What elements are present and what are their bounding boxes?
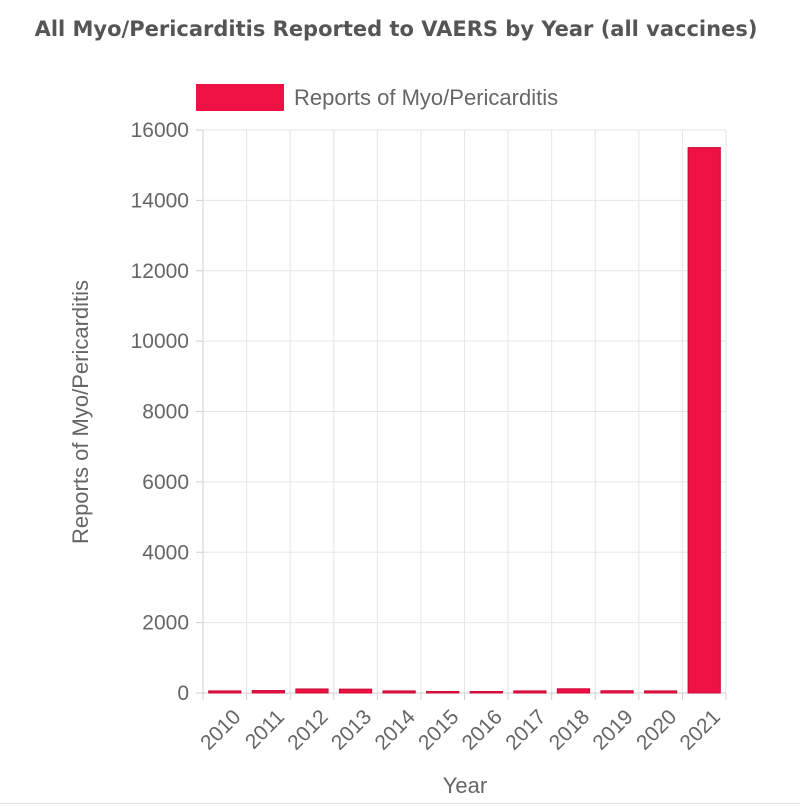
bar-2017[interactable] — [513, 690, 547, 694]
y-tick-label-16000: 16000 — [131, 119, 189, 142]
x-tick-label-2016: 2016 — [458, 705, 507, 754]
x-tick-label-2010: 2010 — [196, 705, 245, 754]
axes — [196, 129, 727, 700]
y-tick-label-6000: 6000 — [142, 471, 189, 494]
bar-2010[interactable] — [208, 690, 242, 694]
bar-2012[interactable] — [295, 688, 329, 694]
x-tick-label-2020: 2020 — [632, 705, 681, 754]
x-tick-labels: 2010201120122013201420152016201720182019… — [196, 705, 725, 755]
legend-label: Reports of Myo/Pericarditis — [294, 85, 558, 110]
y-tick-label-8000: 8000 — [142, 401, 189, 424]
bar-2013[interactable] — [338, 688, 373, 694]
bar-2021[interactable] — [687, 147, 721, 694]
bar-2011[interactable] — [251, 690, 286, 694]
x-tick-label-2021: 2021 — [676, 705, 725, 754]
gridlines — [202, 129, 727, 694]
bar-2020[interactable] — [643, 690, 678, 694]
y-tick-label-0: 0 — [177, 682, 189, 705]
y-axis-label: Reports of Myo/Pericarditis — [68, 280, 93, 544]
bar-2016[interactable] — [469, 691, 503, 694]
legend-swatch — [196, 84, 284, 111]
x-tick-label-2017: 2017 — [501, 705, 550, 754]
y-tick-label-10000: 10000 — [131, 330, 189, 353]
bottom-divider — [0, 803, 800, 804]
bar-2015[interactable] — [426, 691, 460, 694]
x-tick-label-2012: 2012 — [283, 705, 332, 754]
bar-2018[interactable] — [556, 688, 591, 694]
legend[interactable]: Reports of Myo/Pericarditis — [196, 84, 558, 111]
bar-2014[interactable] — [382, 690, 416, 694]
x-tick-label-2019: 2019 — [588, 705, 637, 754]
bars — [208, 147, 721, 694]
x-tick-label-2014: 2014 — [370, 705, 420, 755]
y-tick-label-12000: 12000 — [131, 260, 189, 283]
x-tick-label-2013: 2013 — [327, 705, 376, 754]
bar-2019[interactable] — [600, 690, 634, 694]
chart-title: All Myo/Pericarditis Reported to VAERS b… — [35, 17, 758, 41]
y-tick-label-4000: 4000 — [142, 541, 189, 564]
y-tick-label-2000: 2000 — [142, 612, 189, 635]
x-tick-label-2011: 2011 — [241, 705, 289, 753]
y-tick-label-14000: 14000 — [131, 189, 189, 212]
x-tick-label-2018: 2018 — [545, 705, 594, 754]
y-tick-labels: 0 2000 4000 6000 8000 10000 12000 14000 16000 — [131, 119, 189, 705]
x-axis-label: Year — [443, 773, 487, 798]
x-tick-label-2015: 2015 — [414, 705, 463, 754]
